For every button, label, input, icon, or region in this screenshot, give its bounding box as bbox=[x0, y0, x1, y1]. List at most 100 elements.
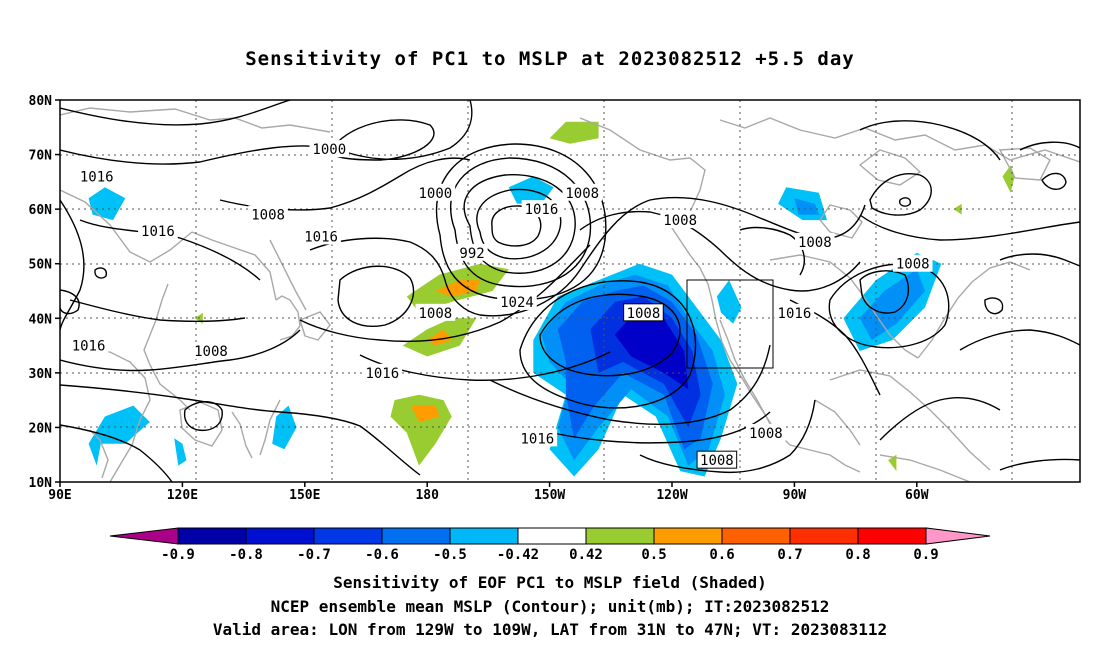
contour-label: 1000 bbox=[312, 142, 346, 158]
contour-label-bg bbox=[517, 429, 558, 447]
colorbar-swatch bbox=[245, 527, 315, 545]
colorbar-label: 0.6 bbox=[709, 547, 734, 563]
contour-label-bg bbox=[623, 303, 664, 322]
lon-label: 90E bbox=[48, 488, 71, 503]
colorbar-swatch bbox=[857, 527, 927, 545]
contour-label-bg bbox=[562, 183, 603, 201]
colorbar-label: 0.7 bbox=[777, 547, 802, 563]
lat-label: 80N bbox=[29, 94, 53, 109]
contour-label: 1016 bbox=[521, 431, 555, 447]
colorbar-label: 0.8 bbox=[845, 547, 870, 563]
colorbar-label: 0.9 bbox=[913, 547, 938, 563]
chart-title: Sensitivity of PC1 to MSLP at 2023082512… bbox=[245, 48, 855, 70]
contour-label: 1016 bbox=[365, 366, 399, 382]
lon-label: 150W bbox=[534, 488, 565, 503]
caption-line-2: NCEP ensemble mean MSLP (Contour); unit(… bbox=[270, 597, 830, 616]
colorbar-label: -0.6 bbox=[365, 547, 399, 563]
contour-label-bg bbox=[696, 450, 738, 469]
contour-label: 992 bbox=[459, 246, 484, 262]
lat-label: 10N bbox=[29, 476, 53, 491]
colorbar-label: -0.7 bbox=[297, 547, 331, 563]
contour-label: 1016 bbox=[304, 229, 338, 245]
lat-label: 70N bbox=[29, 149, 53, 164]
colorbar-label: -0.5 bbox=[433, 547, 467, 563]
colorbar-swatch bbox=[381, 527, 451, 545]
contour-label-bg bbox=[138, 221, 178, 239]
contour-label: 1016 bbox=[525, 202, 559, 218]
colorbar-swatch bbox=[721, 527, 791, 545]
colorbar-swatch bbox=[517, 527, 587, 545]
contour-label-bg bbox=[68, 336, 109, 354]
contour-label: 1008 bbox=[419, 306, 453, 322]
contour-label: 1008 bbox=[663, 213, 697, 229]
contour-label: 1000 bbox=[419, 186, 453, 202]
contour-label: 1008 bbox=[565, 186, 599, 202]
contour-label-bg bbox=[521, 200, 562, 218]
contour-label-bg bbox=[362, 363, 403, 381]
contour-label: 1024 bbox=[500, 295, 534, 311]
colorbar-swatch bbox=[789, 527, 859, 545]
contour-label-bg bbox=[76, 167, 117, 185]
lon-label: 180 bbox=[415, 488, 439, 503]
sensitivity-region bbox=[549, 121, 599, 144]
contour-label-bg bbox=[660, 211, 700, 229]
colorbar-left-arrow bbox=[109, 527, 179, 545]
contour-label: 1008 bbox=[194, 344, 228, 360]
sensitivity-region bbox=[435, 280, 481, 297]
lat-label: 20N bbox=[29, 421, 53, 436]
sensitivity-region bbox=[614, 307, 689, 390]
lon-label: 120W bbox=[656, 488, 687, 503]
colorbar-label: -0.42 bbox=[497, 547, 539, 563]
sensitivity-region bbox=[888, 454, 897, 472]
lon-label: 120E bbox=[167, 488, 198, 503]
contour-label-bg bbox=[497, 292, 537, 310]
contour-label-bg bbox=[456, 243, 488, 261]
lon-label: 60W bbox=[905, 488, 929, 503]
colorbar-swatch bbox=[177, 527, 247, 545]
lat-label: 50N bbox=[29, 258, 53, 273]
valid-area-box bbox=[686, 279, 774, 369]
contour-label: 1016 bbox=[141, 224, 175, 240]
contour-label-bg bbox=[309, 140, 350, 158]
colorbar-label: -0.8 bbox=[229, 547, 263, 563]
contour-label-bg bbox=[301, 227, 341, 245]
colorbar-swatch bbox=[449, 527, 519, 545]
contour-label: 1008 bbox=[627, 306, 661, 322]
contour-label: 1016 bbox=[72, 339, 106, 355]
contour-label: 1008 bbox=[896, 257, 930, 273]
lat-label: 60N bbox=[29, 203, 53, 218]
caption-line-3: Valid area: LON from 129W to 109W, LAT f… bbox=[212, 620, 888, 639]
contour-label-bg bbox=[892, 254, 933, 272]
plot-frame bbox=[59, 99, 1081, 483]
coastlines bbox=[60, 107, 1080, 482]
lat-label: 40N bbox=[29, 312, 53, 327]
sensitivity-region bbox=[794, 198, 819, 215]
contour-label-bg bbox=[415, 183, 456, 201]
contour-label: 1016 bbox=[80, 169, 114, 185]
sensitivity-region bbox=[88, 187, 126, 221]
colorbar-swatch bbox=[313, 527, 383, 545]
colorbar-label: -0.9 bbox=[161, 547, 195, 563]
sensitivity-region bbox=[716, 280, 742, 324]
colorbar: -0.9 -0.8 -0.7 -0.6 -0.5 -0.42 0.42 0.5 0.6 0.7 0.… bbox=[109, 527, 991, 563]
sensitivity-region bbox=[88, 405, 150, 466]
colorbar-swatch bbox=[653, 527, 723, 545]
colorbar-swatch bbox=[585, 527, 655, 545]
contour-label-bg bbox=[746, 423, 786, 441]
colorbar-label: 0.5 bbox=[641, 547, 666, 563]
contour-label-bg bbox=[248, 205, 288, 223]
colorbar-right-arrow bbox=[925, 527, 991, 545]
caption-line-1: Sensitivity of EOF PC1 to MSLP field (Sh… bbox=[333, 573, 767, 592]
colorbar-label: 0.42 bbox=[569, 547, 603, 563]
contour-label-bg bbox=[191, 342, 231, 360]
lat-label: 30N bbox=[29, 367, 53, 382]
contour-label-bg bbox=[774, 303, 815, 321]
sensitivity-region bbox=[272, 405, 297, 450]
contour-label: 1008 bbox=[749, 426, 783, 442]
contour-label: 1008 bbox=[798, 235, 832, 251]
contour-label-bg bbox=[415, 303, 456, 321]
sensitivity-region bbox=[953, 203, 962, 215]
sensitivity-region bbox=[410, 405, 440, 422]
